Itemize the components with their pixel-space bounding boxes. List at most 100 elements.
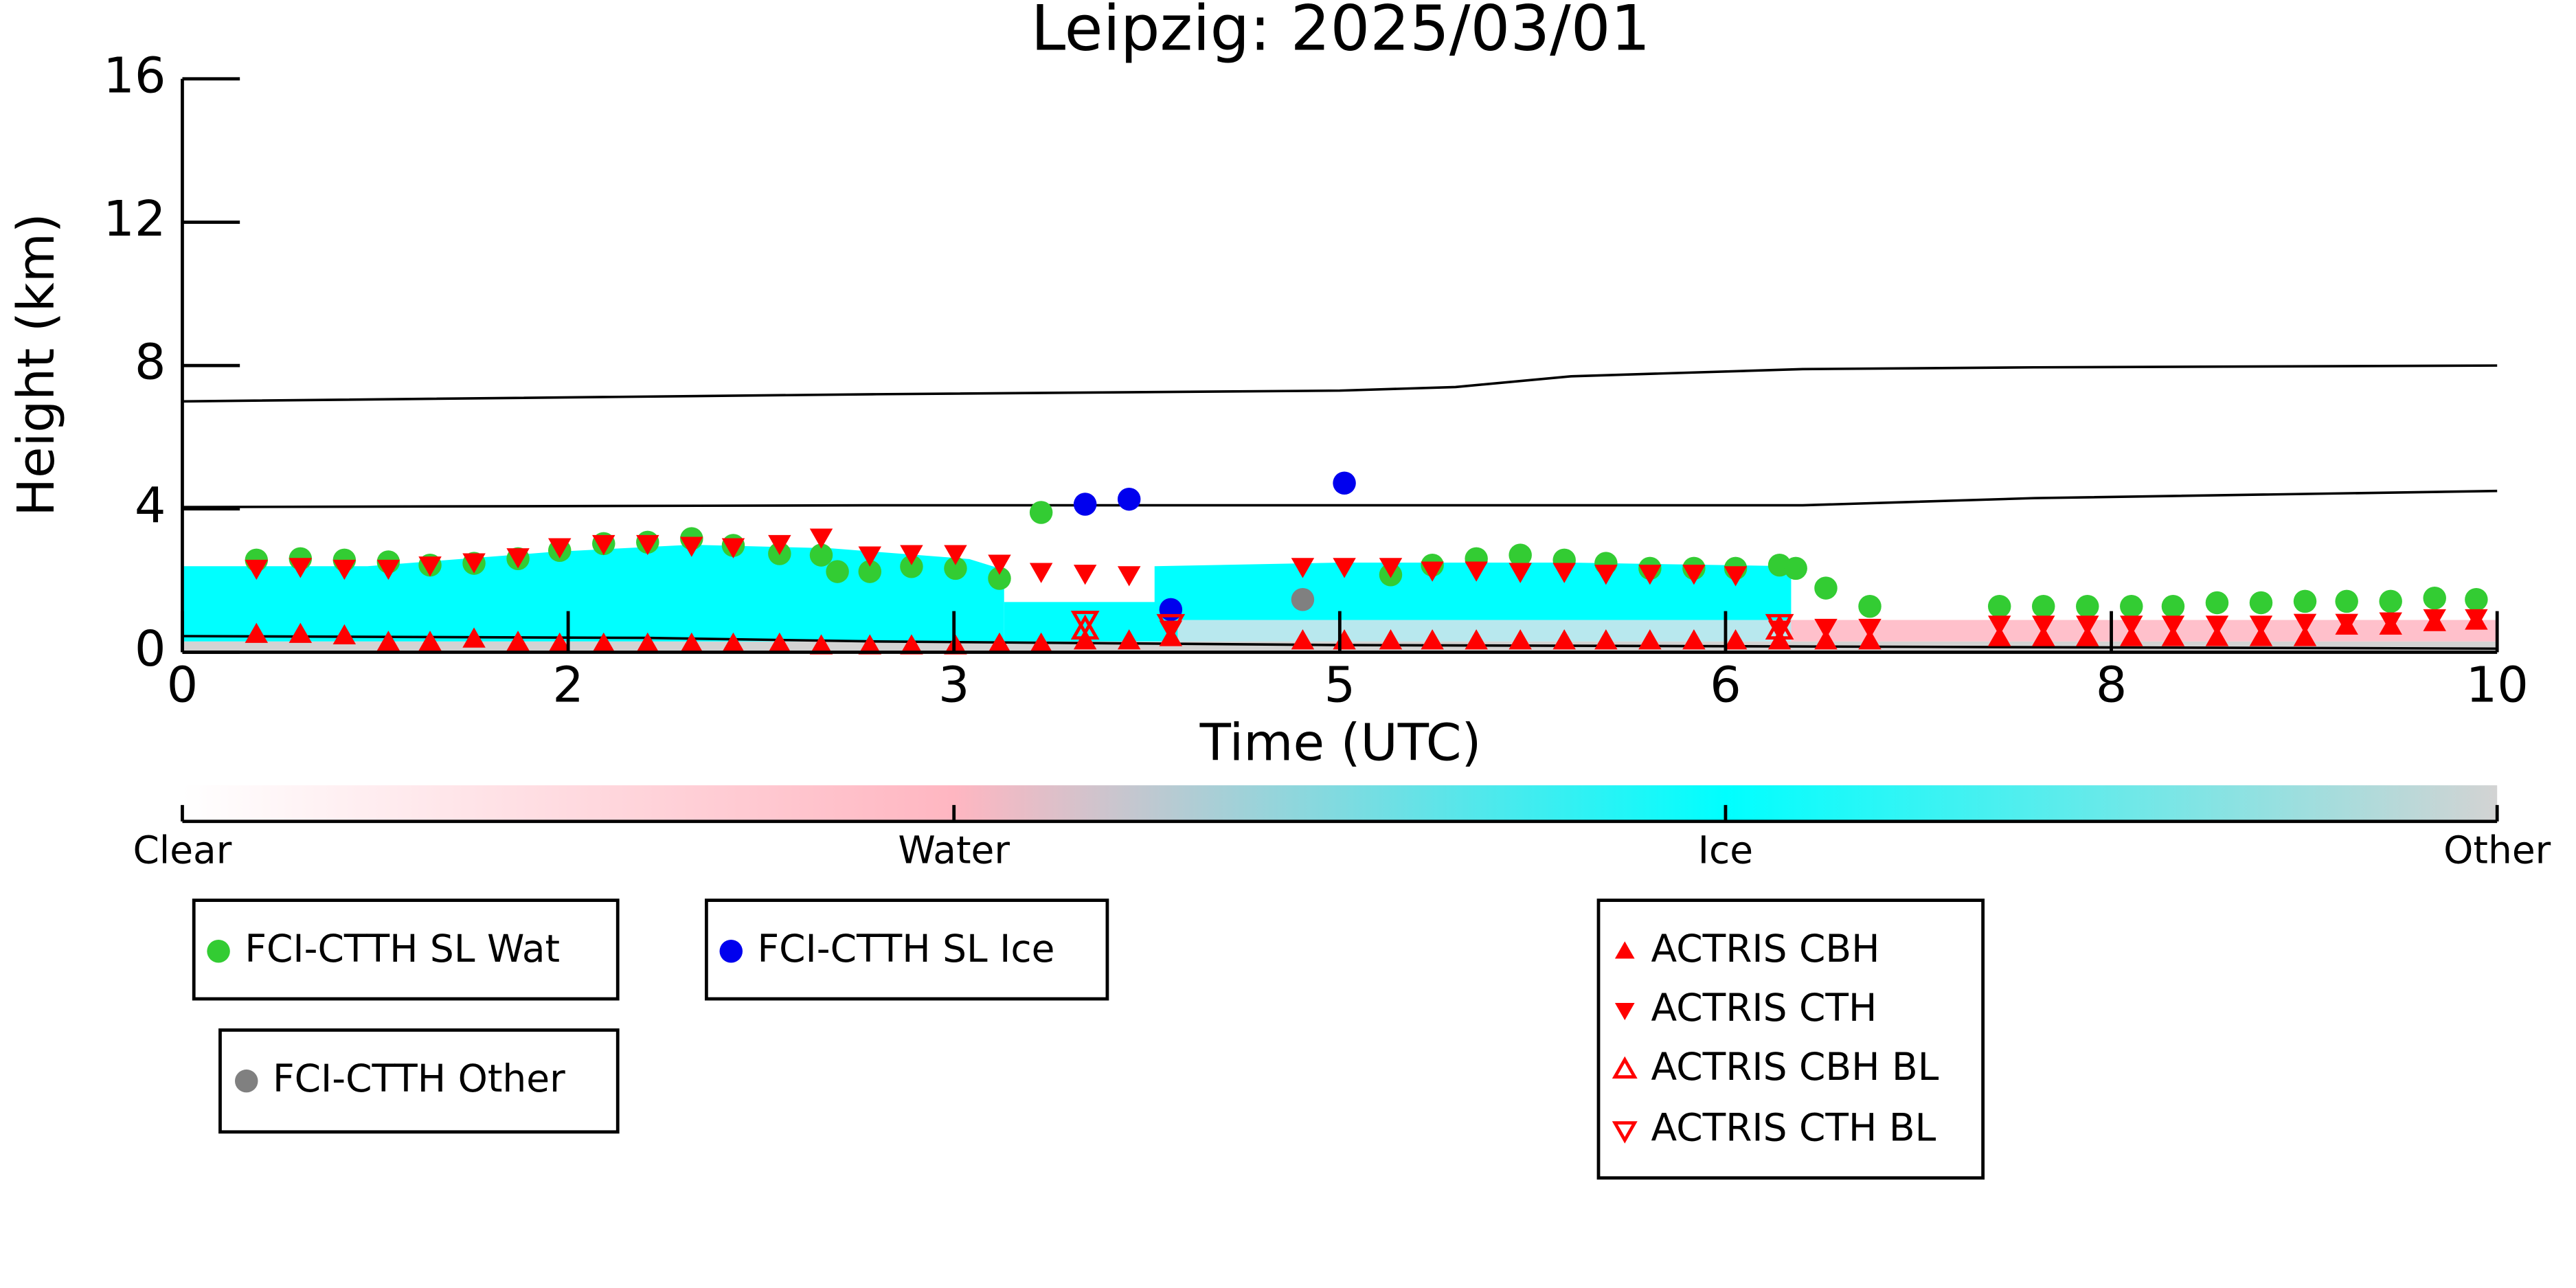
data-point <box>2293 613 2317 634</box>
data-point <box>2249 615 2273 636</box>
data-point <box>1117 487 1141 511</box>
legend-label: FCI-CTTH SL Ice <box>758 927 1055 971</box>
legend-box <box>704 899 1109 1001</box>
data-point <box>2205 626 2229 646</box>
data-point <box>1814 576 1838 600</box>
data-point <box>1029 501 1053 524</box>
data-point <box>2335 589 2358 613</box>
x-tick-label: 6 <box>1710 656 1741 714</box>
data-point <box>1724 566 1748 587</box>
data-point <box>1682 629 1706 650</box>
data-point <box>506 548 530 569</box>
data-point <box>332 624 357 645</box>
legend-label: ACTRIS CTH <box>1651 986 1877 1030</box>
data-point <box>376 631 400 651</box>
legend-box <box>218 1028 620 1134</box>
data-point <box>1333 471 1356 495</box>
data-point <box>1858 618 1882 640</box>
data-point <box>1073 565 1097 585</box>
x-tick-label: 8 <box>2096 656 2127 714</box>
data-point <box>2031 615 2055 636</box>
cloud-region <box>1177 620 1792 642</box>
data-point <box>636 632 659 653</box>
data-point <box>2161 615 2185 636</box>
data-point <box>506 631 530 651</box>
legend-box <box>1596 899 1985 1180</box>
x-axis-label: Time (UTC) <box>1199 713 1482 772</box>
data-point <box>1552 629 1576 650</box>
data-point <box>1070 611 1100 636</box>
data-point <box>2120 615 2143 636</box>
data-point <box>1156 613 1186 640</box>
profile-line <box>182 489 2498 508</box>
data-point <box>1070 614 1100 640</box>
data-point <box>900 634 923 655</box>
data-point <box>2249 591 2273 615</box>
data-point <box>289 558 313 578</box>
data-point <box>2076 615 2099 636</box>
data-point <box>944 556 967 580</box>
data-point <box>1814 618 1838 640</box>
data-point <box>768 534 791 556</box>
colorbar <box>182 785 2498 822</box>
data-point <box>1552 563 1576 583</box>
data-point <box>2120 626 2143 646</box>
data-point <box>2205 615 2229 636</box>
data-point <box>1117 629 1141 650</box>
colorbar-label: Clear <box>133 828 232 872</box>
y-tick-label: 0 <box>135 620 166 677</box>
data-point <box>1724 629 1748 650</box>
data-point <box>2465 588 2488 611</box>
data-point <box>900 555 923 578</box>
legend-box <box>192 899 620 1001</box>
data-point <box>1509 543 1532 567</box>
x-tick-label: 0 <box>167 656 199 714</box>
chart-title: Leipzig: 2025/03/01 <box>1031 0 1651 65</box>
legend-marker <box>207 939 230 963</box>
data-point <box>2161 594 2185 618</box>
data-point <box>1029 632 1053 653</box>
profile-line <box>182 364 2498 403</box>
data-point <box>826 560 849 583</box>
data-point <box>418 631 442 651</box>
data-point <box>2423 609 2446 630</box>
cloud-region <box>1154 563 1792 620</box>
legend-label: ACTRIS CBH BL <box>1651 1045 1939 1089</box>
data-point <box>1117 566 1141 587</box>
x-tick-label: 3 <box>938 656 970 714</box>
y-axis-label: Height (km) <box>7 213 66 517</box>
legend-marker <box>1612 1121 1638 1144</box>
data-point <box>1333 558 1356 578</box>
data-point <box>547 538 572 558</box>
legend-marker <box>1614 941 1635 959</box>
data-point <box>2076 626 2099 646</box>
data-point <box>1465 629 1488 650</box>
data-point <box>1638 565 1662 585</box>
data-point <box>680 632 703 653</box>
data-point <box>809 543 833 567</box>
plot-area <box>182 364 2498 655</box>
data-point <box>245 559 269 580</box>
data-point <box>944 545 967 565</box>
x-tick-label: 2 <box>552 656 584 714</box>
data-point <box>858 546 882 567</box>
data-point <box>1421 629 1444 650</box>
data-point <box>2379 589 2402 613</box>
data-point <box>1987 594 2011 618</box>
data-point <box>1987 626 2011 646</box>
data-point <box>1638 629 1662 650</box>
data-point <box>858 560 882 583</box>
data-point <box>2335 613 2358 634</box>
data-point <box>900 545 923 565</box>
data-point <box>1682 565 1706 585</box>
data-point <box>1594 629 1618 650</box>
data-point <box>547 632 572 653</box>
data-point <box>2031 626 2055 646</box>
data-point <box>418 556 442 577</box>
data-point <box>1159 598 1183 622</box>
data-point <box>1465 561 1488 582</box>
data-point <box>2293 626 2317 646</box>
data-point <box>1509 629 1532 650</box>
